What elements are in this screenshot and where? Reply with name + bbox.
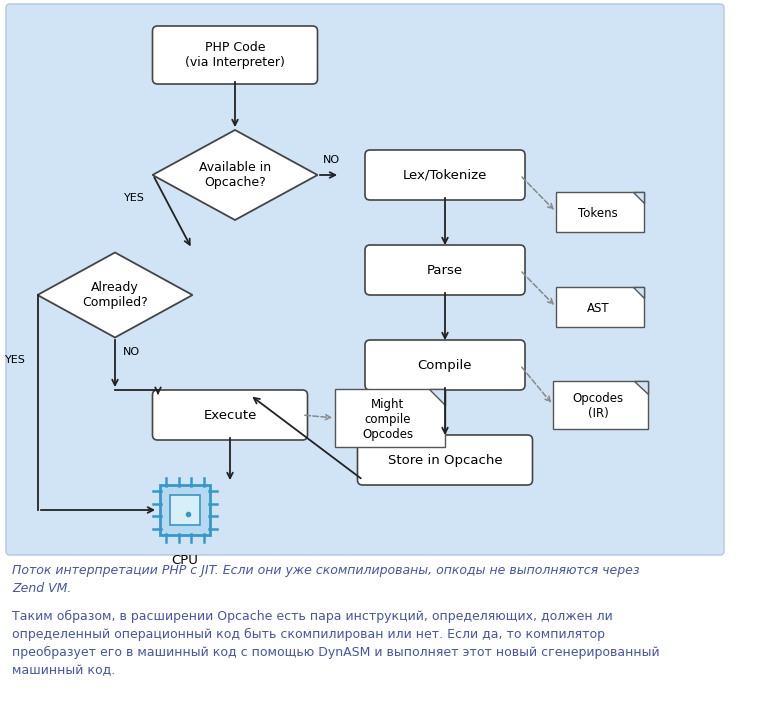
Text: преобразует его в машинный код с помощью DynASM и выполняет этот новый сгенериро: преобразует его в машинный код с помощью… xyxy=(12,646,660,659)
Text: Lex/Tokenize: Lex/Tokenize xyxy=(403,168,488,181)
Text: Compile: Compile xyxy=(418,358,472,371)
Text: YES: YES xyxy=(124,193,145,203)
Text: AST: AST xyxy=(587,302,610,315)
FancyBboxPatch shape xyxy=(358,435,532,485)
FancyBboxPatch shape xyxy=(365,150,525,200)
FancyBboxPatch shape xyxy=(552,381,647,429)
FancyBboxPatch shape xyxy=(152,26,318,84)
Text: Execute: Execute xyxy=(203,408,257,421)
FancyBboxPatch shape xyxy=(170,495,200,525)
Polygon shape xyxy=(152,130,318,220)
Text: Поток интерпретации PHP с JIT. Если они уже скомпилированы, опкоды не выполняютс: Поток интерпретации PHP с JIT. Если они … xyxy=(12,564,640,577)
Text: Tokens: Tokens xyxy=(578,207,618,220)
Text: NO: NO xyxy=(323,155,340,165)
Text: Available in
Opcache?: Available in Opcache? xyxy=(199,161,271,189)
Text: Store in Opcache: Store in Opcache xyxy=(388,454,502,466)
Polygon shape xyxy=(634,381,647,394)
FancyBboxPatch shape xyxy=(6,4,724,555)
Text: Opcodes
(IR): Opcodes (IR) xyxy=(572,392,624,420)
Polygon shape xyxy=(429,389,445,405)
Polygon shape xyxy=(38,252,192,338)
Text: PHP Code
(via Interpreter): PHP Code (via Interpreter) xyxy=(185,41,285,69)
FancyBboxPatch shape xyxy=(365,245,525,295)
Text: Таким образом, в расширении Opcache есть пара инструкций, определяющих, должен л: Таким образом, в расширении Opcache есть… xyxy=(12,610,613,623)
Text: CPU: CPU xyxy=(171,554,198,567)
Polygon shape xyxy=(633,192,644,203)
Text: определенный операционный код быть скомпилирован или нет. Если да, то компилятор: определенный операционный код быть скомп… xyxy=(12,628,605,641)
FancyBboxPatch shape xyxy=(335,389,445,447)
Text: Already
Compiled?: Already Compiled? xyxy=(82,281,148,309)
Text: машинный код.: машинный код. xyxy=(12,664,115,677)
FancyBboxPatch shape xyxy=(556,287,644,327)
Text: YES: YES xyxy=(5,355,26,365)
Polygon shape xyxy=(633,287,644,298)
Text: Parse: Parse xyxy=(427,263,463,276)
Text: Might
compile
Opcodes: Might compile Opcodes xyxy=(362,398,413,441)
FancyBboxPatch shape xyxy=(365,340,525,390)
Text: Zend VM.: Zend VM. xyxy=(12,582,72,595)
FancyBboxPatch shape xyxy=(152,390,308,440)
FancyBboxPatch shape xyxy=(556,192,644,232)
Text: NO: NO xyxy=(123,347,140,357)
FancyBboxPatch shape xyxy=(160,485,210,535)
